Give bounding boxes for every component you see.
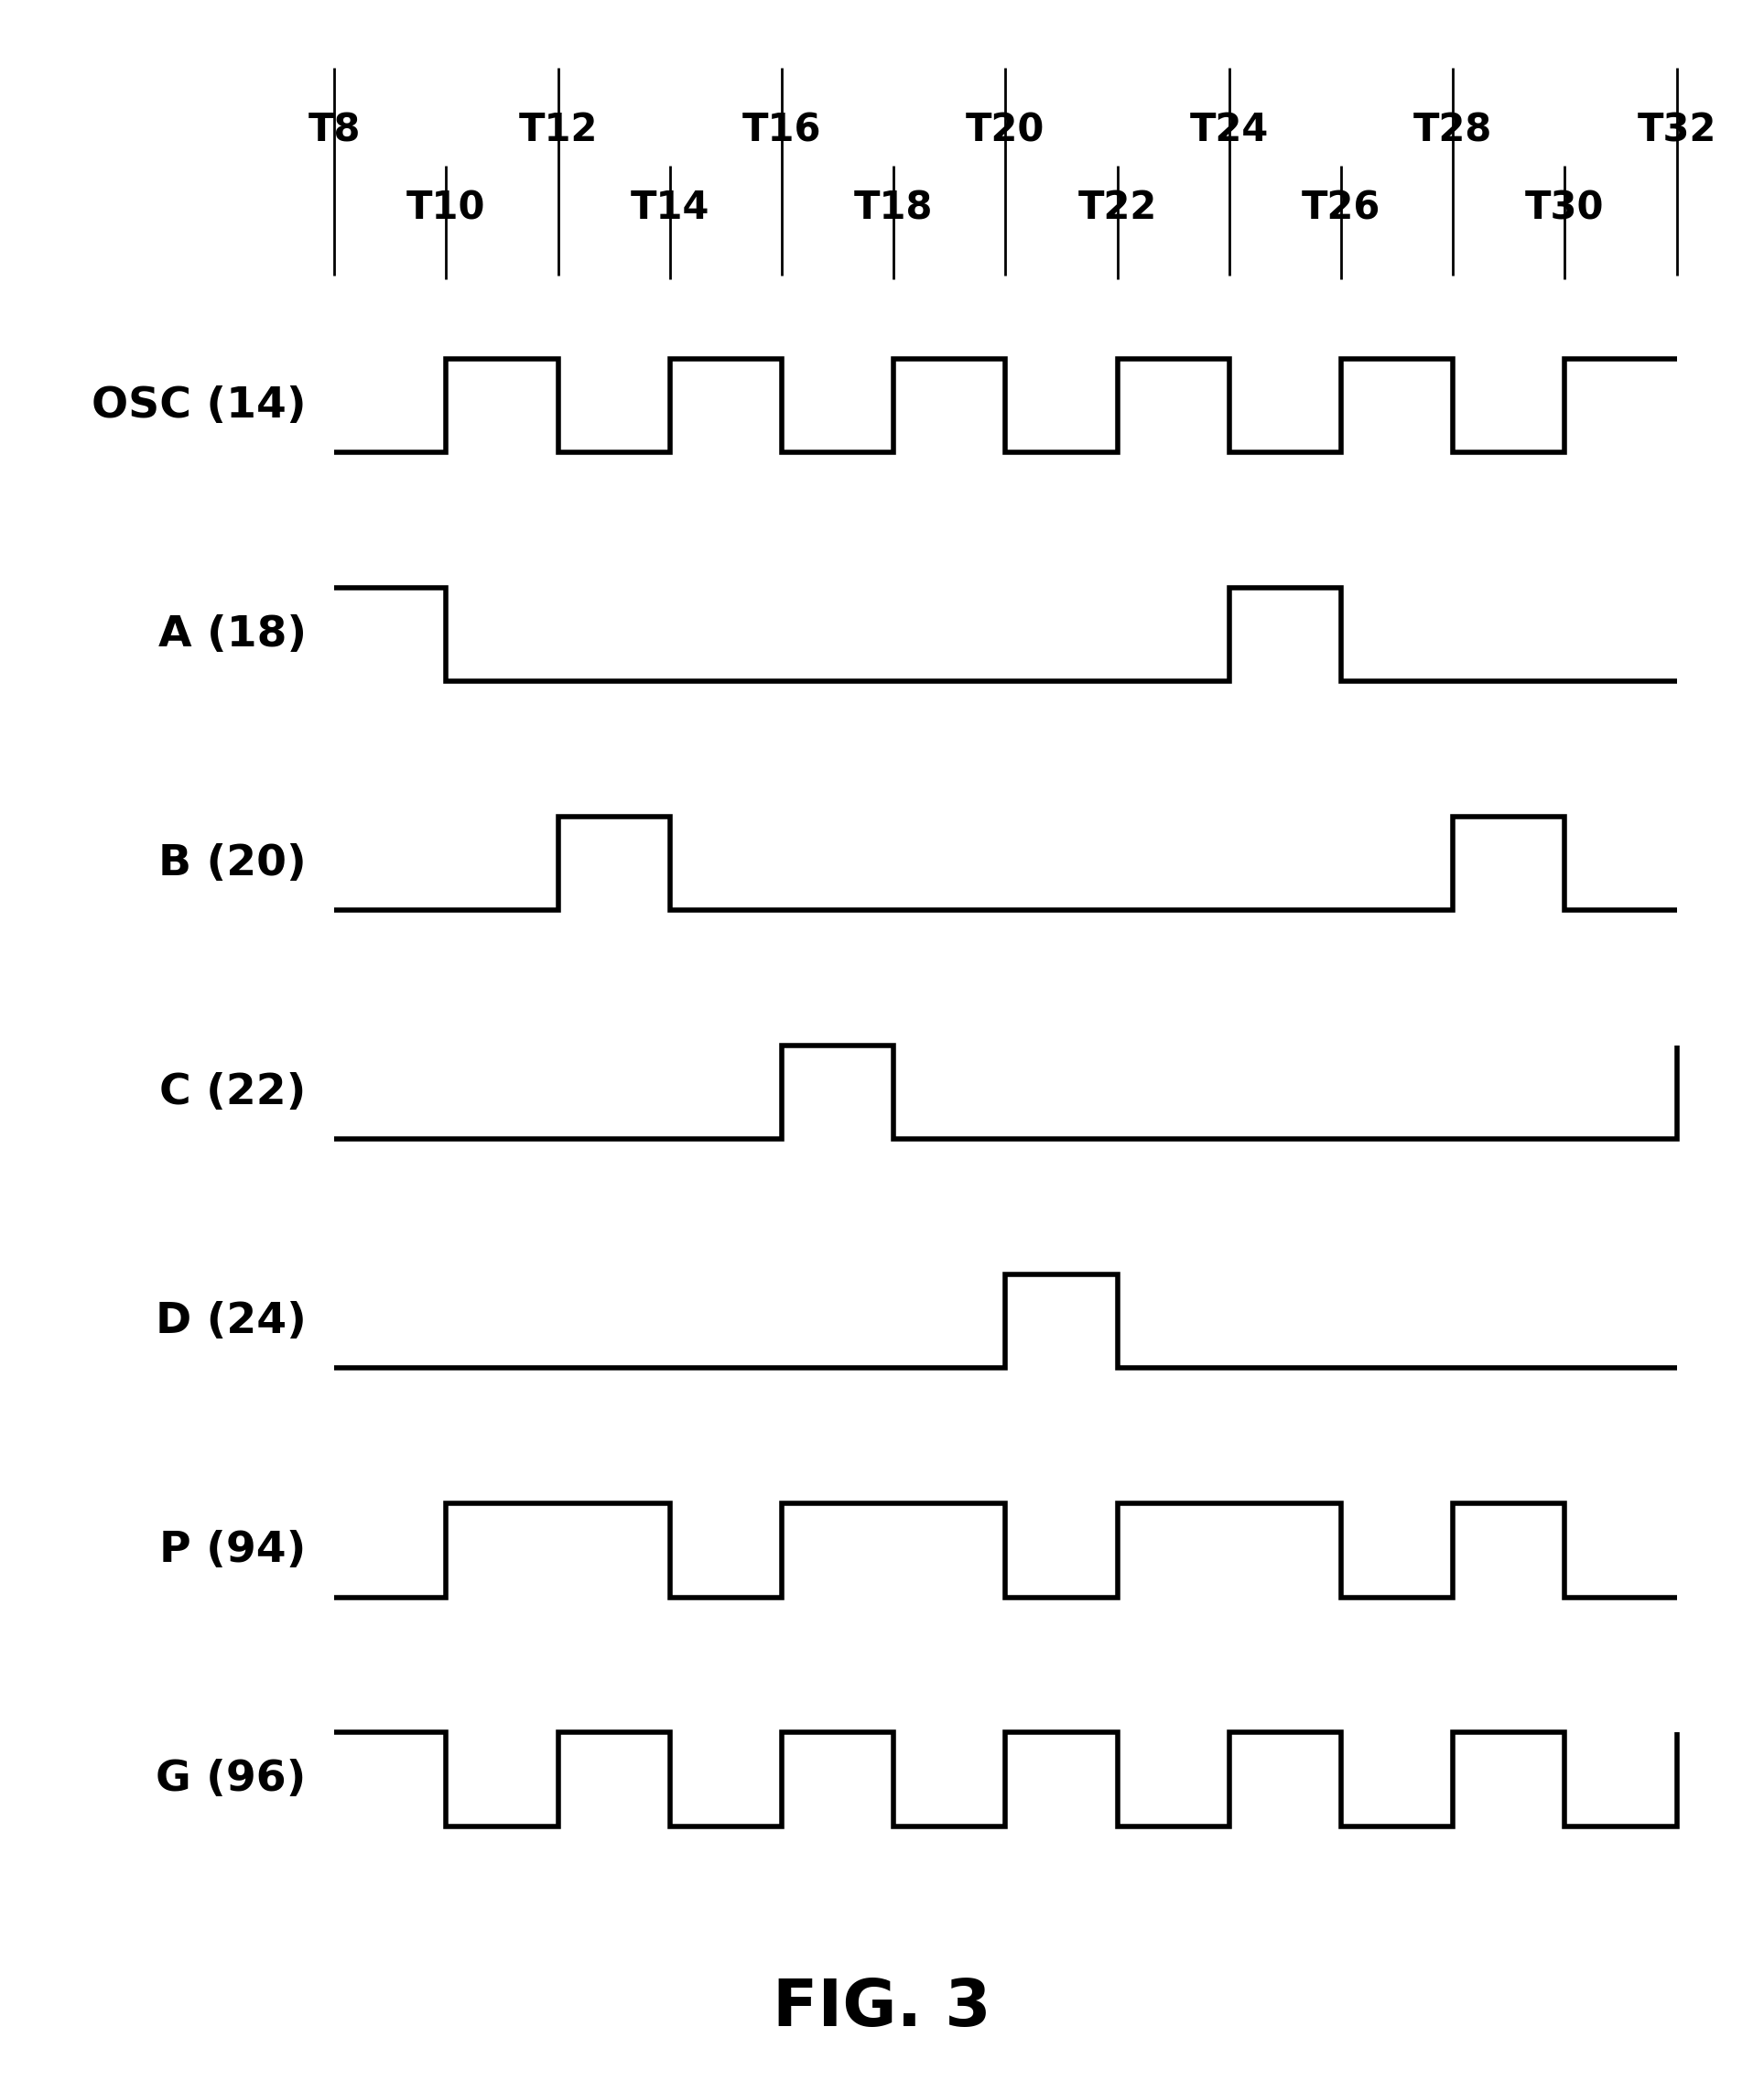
Text: D (24): D (24) [155,1301,307,1342]
Text: G (96): G (96) [155,1758,307,1800]
Text: B (20): B (20) [159,843,307,884]
Text: T24: T24 [1189,110,1268,150]
Text: T22: T22 [1078,189,1157,227]
Text: T30: T30 [1526,189,1605,227]
Text: T18: T18 [854,189,933,227]
Text: FIG. 3: FIG. 3 [773,1977,991,2039]
Text: T16: T16 [743,110,822,150]
Text: A (18): A (18) [159,614,307,656]
Text: T12: T12 [519,110,598,150]
Text: T14: T14 [630,189,709,227]
Text: T32: T32 [1637,110,1716,150]
Text: T8: T8 [309,110,360,150]
Text: P (94): P (94) [159,1530,307,1571]
Text: T10: T10 [406,189,485,227]
Text: T26: T26 [1302,189,1381,227]
Text: T28: T28 [1413,110,1492,150]
Text: C (22): C (22) [159,1072,307,1113]
Text: OSC (14): OSC (14) [92,385,307,427]
Text: T20: T20 [967,110,1044,150]
